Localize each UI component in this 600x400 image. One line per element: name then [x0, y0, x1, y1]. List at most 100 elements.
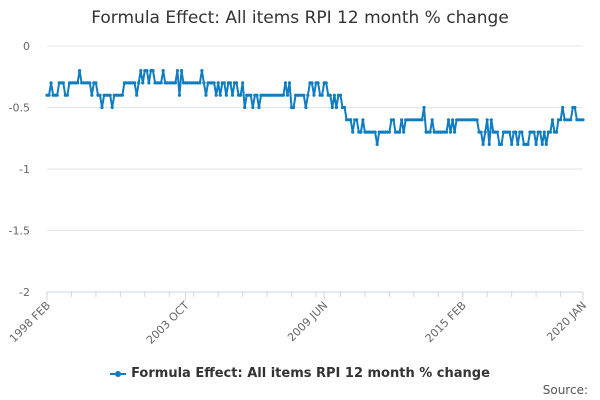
data-point [65, 93, 69, 97]
data-point [198, 81, 202, 85]
data-point [342, 105, 347, 110]
data-point [137, 81, 141, 85]
data-point [550, 118, 555, 122]
legend-item[interactable]: Formula Effect: All items RPI 12 month %… [0, 366, 600, 381]
data-point [448, 130, 453, 134]
source-label: Source: [542, 383, 588, 397]
data-point [532, 130, 536, 134]
data-point [444, 130, 449, 134]
chart-title: Formula Effect: All items RPI 12 month %… [91, 8, 509, 28]
x-tick-label: 2003 OCT [144, 299, 192, 347]
data-point [540, 142, 544, 146]
data-point [400, 118, 404, 122]
data-point [147, 81, 151, 85]
data-point [47, 93, 51, 97]
data-point [355, 118, 359, 122]
data-point [569, 118, 573, 122]
data-point [255, 93, 259, 97]
data-point [481, 142, 485, 146]
data-point [526, 142, 530, 146]
data-point [241, 81, 245, 85]
data-point [489, 118, 493, 122]
data-point [202, 81, 206, 85]
data-point [281, 93, 286, 97]
data-point [520, 130, 524, 134]
data-point [534, 142, 538, 146]
x-tick-label: 2015 FEB [423, 299, 469, 345]
data-point [108, 93, 112, 97]
data-point [349, 118, 353, 122]
data-point [234, 81, 239, 85]
data-point [135, 93, 139, 97]
data-point [422, 105, 426, 110]
data-point [485, 118, 489, 122]
data-point [573, 105, 577, 110]
y-tick-label: 0 [23, 40, 30, 53]
data-point [177, 93, 182, 97]
data-point [361, 118, 365, 122]
data-point [75, 81, 80, 85]
data-point [141, 81, 145, 85]
data-point [373, 130, 377, 134]
data-point [316, 81, 320, 85]
data-point [430, 118, 434, 122]
data-point [90, 93, 94, 97]
y-tick-label: -2 [19, 286, 30, 299]
data-point [179, 69, 184, 73]
data-point [145, 69, 149, 73]
data-point [304, 105, 308, 110]
data-point [151, 69, 155, 73]
data-point [338, 93, 343, 97]
data-point [453, 130, 457, 134]
data-point [243, 105, 247, 110]
data-point [230, 93, 235, 97]
data-point [200, 69, 204, 73]
data-point [100, 105, 104, 110]
data-point [514, 130, 518, 134]
data-point [332, 93, 336, 97]
data-point [324, 81, 328, 85]
legend-label: Formula Effect: All items RPI 12 month %… [131, 366, 490, 381]
data-point [475, 118, 479, 122]
data-point [483, 130, 487, 134]
data-point [516, 142, 520, 146]
x-tick-label: 2020 JAN [544, 299, 589, 344]
data-point [510, 142, 514, 146]
data-point [257, 105, 261, 110]
data-point [542, 130, 546, 134]
data-point [495, 130, 500, 134]
data-point [397, 130, 402, 134]
data-point [330, 105, 334, 110]
data-point [224, 93, 228, 97]
data-point [218, 93, 222, 97]
y-tick-label: -1.5 [9, 225, 30, 238]
data-point [554, 130, 559, 134]
data-point [538, 130, 542, 134]
data-point [249, 93, 253, 97]
data-point [161, 69, 165, 73]
data-point [173, 81, 177, 85]
data-point [88, 81, 92, 85]
data-point [499, 142, 504, 146]
data-point [133, 81, 137, 85]
data-point [420, 118, 424, 122]
data-point [428, 130, 432, 134]
y-tick-label: -0.5 [9, 102, 30, 115]
data-point [310, 81, 314, 85]
data-point [239, 93, 243, 97]
legend-line-marker-icon [110, 370, 127, 377]
data-point [49, 81, 53, 85]
data-point [120, 93, 125, 97]
data-point [487, 142, 491, 146]
data-point [402, 130, 406, 134]
data-point [228, 81, 233, 85]
data-point [159, 81, 163, 85]
data-point [175, 69, 180, 73]
data-point [334, 105, 338, 110]
data-point [287, 81, 292, 85]
data-point [55, 93, 59, 97]
data-point [285, 93, 290, 97]
data-point [251, 105, 255, 110]
